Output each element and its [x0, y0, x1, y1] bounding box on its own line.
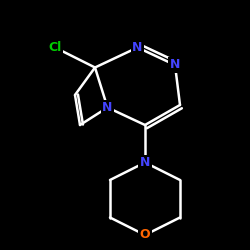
Text: N: N	[102, 101, 113, 114]
Text: N: N	[170, 58, 180, 71]
Text: N: N	[140, 156, 150, 169]
Text: Cl: Cl	[48, 41, 62, 54]
Text: O: O	[140, 228, 150, 241]
Text: N: N	[132, 41, 143, 54]
